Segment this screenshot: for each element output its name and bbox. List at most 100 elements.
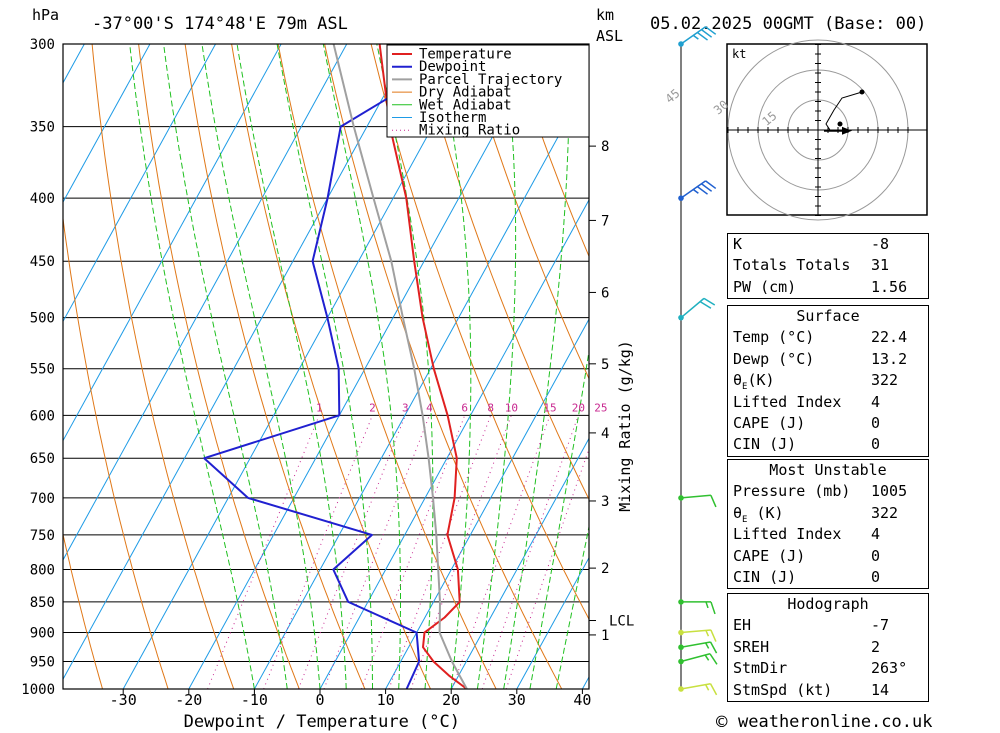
legend-label: Mixing Ratio <box>419 123 520 139</box>
isotherm--50 <box>63 44 348 561</box>
stmdir-row: StmDir 263° <box>733 659 908 678</box>
isotherm--70 <box>63 44 216 323</box>
axes: 1 2 3 4 6 8 10 15 20 2530035040045050055060065070… <box>21 37 634 709</box>
hodo-stats-title: Hodograph <box>787 595 869 613</box>
mixing-ratio-line-1 <box>207 415 320 689</box>
wind-barb-flag <box>692 188 699 194</box>
mixing-ratio-label: 15 <box>543 401 556 414</box>
wet-adiabat-8 <box>276 44 373 689</box>
mixing-ratio-line-15 <box>451 415 551 689</box>
temperature-tick-label: 0 <box>315 691 324 709</box>
wind-barb-950 <box>678 653 718 665</box>
km-tick-label: 8 <box>601 139 609 155</box>
dry-adiabat-440 <box>929 44 1000 689</box>
footer-site: weatheronline.co.uk <box>738 712 932 732</box>
eh-row: EH -7 <box>733 616 890 635</box>
indices-table: K -8 Totals Totals 31 PW (cm) 1.56 <box>727 233 929 300</box>
dry-adiabat-320 <box>370 44 589 621</box>
wet-adiabat-24 <box>476 44 517 689</box>
lcl-label: LCL <box>609 614 634 630</box>
pressure-tick-label: 750 <box>30 528 55 544</box>
temperature-tick-label: 40 <box>573 691 591 709</box>
wet-adiabat-36 <box>555 524 589 689</box>
hodograph-trace <box>825 91 863 131</box>
wind-barb-850 <box>678 599 716 615</box>
pressure-tick-label: 500 <box>30 311 55 327</box>
sreh-row: SREH 2 <box>733 637 881 656</box>
wind-barb-flag <box>709 653 718 665</box>
dry-adiabat-240 <box>63 532 103 689</box>
x-axis-label: Dewpoint / Temperature (°C) <box>184 712 460 732</box>
temperature-tick-label: 30 <box>508 691 526 709</box>
mixing-ratio-label: 25 <box>594 401 607 414</box>
mixing-ratio-label: 6 <box>461 401 468 414</box>
wind-barb-flag <box>710 601 716 615</box>
isotherm--100 <box>0 44 19 689</box>
surface-theta-row: θE(K) 322 <box>733 371 899 393</box>
isotherm--10 <box>253 79 589 689</box>
pressure-tick-label: 450 <box>30 254 55 270</box>
pressure-tick-label: 550 <box>30 362 55 378</box>
mixing-ratio-label: 8 <box>487 401 494 414</box>
wind-barb-shaft <box>680 494 711 499</box>
pressure-tick-label: 850 <box>30 595 55 611</box>
dry-adiabat-340 <box>463 44 589 380</box>
dry-adiabat-450 <box>976 44 1000 689</box>
hpa-unit-label: hPa <box>32 6 59 24</box>
sounding-lines <box>203 44 479 689</box>
wind-barb-flag <box>699 300 712 309</box>
km-tick-label: 4 <box>601 426 609 442</box>
mu-theta-row: θE (K) 322 <box>733 503 899 525</box>
copyright-symbol: © <box>716 711 728 733</box>
isotherm--30 <box>122 44 479 689</box>
surface-temp-row: Temp (°C) 22.4 <box>733 328 908 347</box>
stmspd-row: StmSpd (kt) 14 <box>733 680 890 699</box>
pressure-tick-label: 950 <box>30 655 55 671</box>
wind-barbs <box>678 26 718 696</box>
wet-adiabat-12 <box>322 44 401 689</box>
mixing-ratio-label: 4 <box>426 401 433 414</box>
hodograph-end-dot <box>859 89 865 95</box>
mu-li-row: Lifted Index 4 <box>733 525 881 544</box>
wind-barb-flag <box>701 183 713 192</box>
mixing-ratio-label: 20 <box>572 401 585 414</box>
km-tick-label: 6 <box>601 285 609 301</box>
km-tick-label: 2 <box>601 561 609 577</box>
mixing-ratio-line-20 <box>481 415 579 689</box>
wet-adiabat-32 <box>529 348 589 689</box>
legend-label: Dry Adiabat <box>419 85 512 101</box>
km-tick-label: 1 <box>601 628 609 644</box>
legend-label: Isotherm <box>419 110 486 126</box>
mixing-ratio-line-6 <box>360 415 466 689</box>
legend-label: Wet Adiabat <box>419 97 512 113</box>
wind-barb-925 <box>678 641 718 654</box>
mixing-ratio-line-4 <box>323 415 430 689</box>
surface-cin-row: CIN (J) 0 <box>733 435 881 454</box>
wind-barb-shaft <box>680 683 711 690</box>
k-index-row: K -8 <box>733 235 890 253</box>
pressure-tick-label: 400 <box>30 191 55 207</box>
isotherm-10 <box>385 318 589 689</box>
km-unit-label: km <box>596 6 614 24</box>
wet-adiabat--10 <box>129 44 255 689</box>
km-tick-label: 5 <box>601 357 609 373</box>
wind-barb-flag <box>705 180 717 190</box>
km-tick-label: 7 <box>601 213 609 229</box>
wind-barb-flag <box>704 684 710 691</box>
wet-adiabat-28 <box>503 44 570 689</box>
dewpoint-line <box>203 44 479 689</box>
wind-barb-flag <box>705 601 709 609</box>
mixing-ratio-line-8 <box>388 415 492 689</box>
dry-adiabat-350 <box>510 44 589 258</box>
wind-barb-700 <box>678 494 717 508</box>
pressure-tick-label: 600 <box>30 408 55 424</box>
dry-adiabat-280 <box>184 44 366 689</box>
parcel-trajectory-line <box>332 44 468 689</box>
wind-barb-dot <box>678 495 684 501</box>
isotherm-30 <box>516 556 589 689</box>
dry-adiabat-260 <box>91 44 235 689</box>
surface-table: Surface Temp (°C) 22.4 Dewp (°C) 13.2 θE(K… <box>727 305 929 457</box>
wind-barb-400 <box>678 180 717 201</box>
wind-barb-1000 <box>678 683 718 696</box>
